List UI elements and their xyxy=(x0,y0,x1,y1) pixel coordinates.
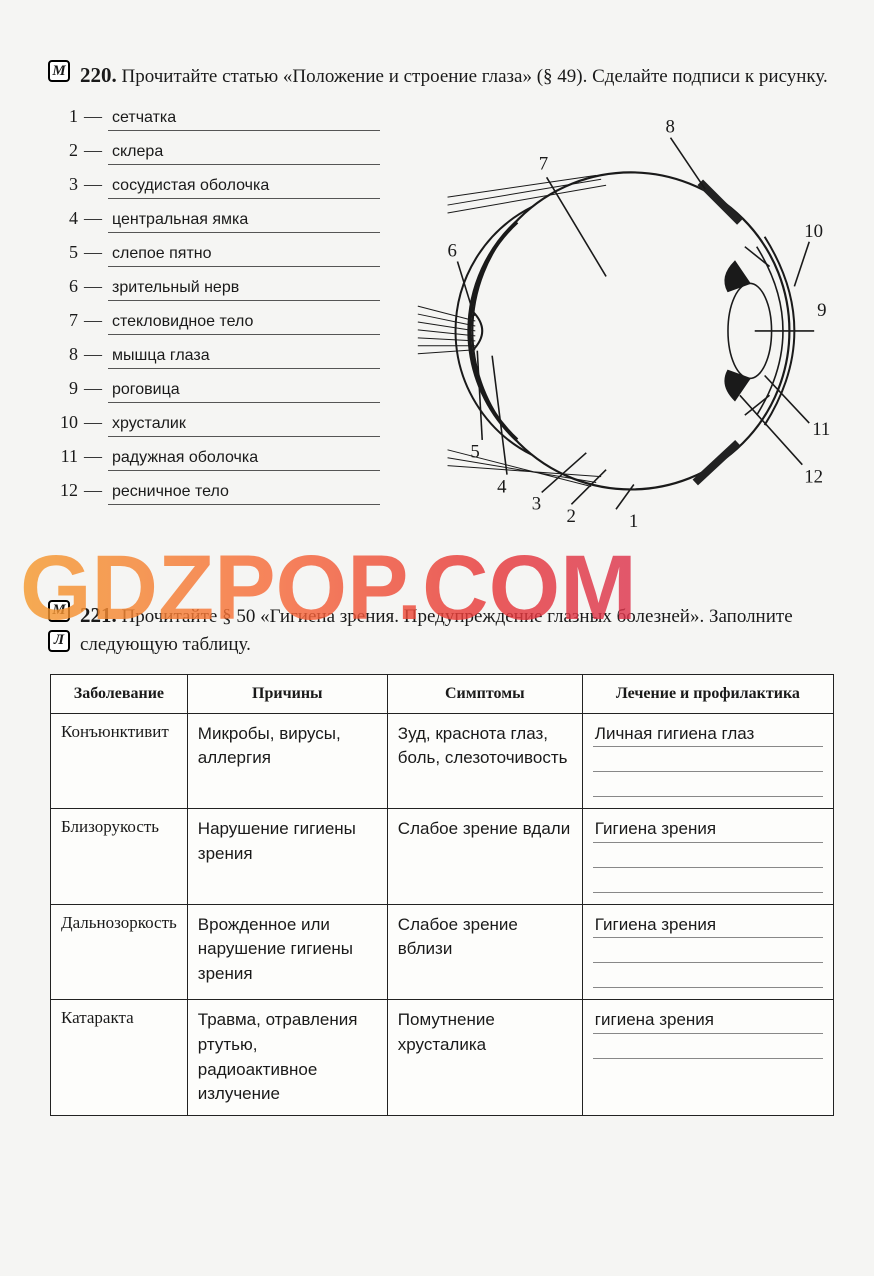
cell-disease: Дальнозоркость xyxy=(51,904,188,1000)
label-text: сосудистая оболочка xyxy=(108,177,380,199)
label-text: центральная ямка xyxy=(108,211,380,233)
list-item: 12—ресничное тело xyxy=(50,480,380,505)
svg-text:12: 12 xyxy=(804,466,823,487)
list-item: 6—зрительный нерв xyxy=(50,276,380,301)
svg-text:10: 10 xyxy=(804,220,823,241)
exercise-220: М 220. Прочитайте статью «Положение и ст… xyxy=(50,60,834,536)
label-text: сетчатка xyxy=(108,109,380,131)
label-text: хрусталик xyxy=(108,415,380,437)
exercise-number: 220. xyxy=(80,63,117,87)
eye-diagram-svg: 1 2 3 4 5 6 7 8 9 10 11 12 xyxy=(398,106,834,536)
exercise-number: 221. xyxy=(80,603,117,627)
table-row: Близорукость Нарушение гигиены зрения Сл… xyxy=(51,809,834,905)
th-disease: Заболевание xyxy=(51,674,188,713)
list-item: 2—склера xyxy=(50,140,380,165)
cell-symptom: Зуд, краснота глаз, боль, слезоточивость xyxy=(387,713,582,809)
label-text: зрительный нерв xyxy=(108,279,380,301)
table-row: Катаракта Травма, отравления ртутью, рад… xyxy=(51,1000,834,1116)
list-item: 1—сетчатка xyxy=(50,106,380,131)
svg-text:5: 5 xyxy=(470,441,479,462)
cell-treatment: гигиена зрения xyxy=(582,1000,833,1116)
exercise-220-header: 220. Прочитайте статью «Положение и стро… xyxy=(80,60,834,92)
label-text: ресничное тело xyxy=(108,483,380,505)
marker-icon: М xyxy=(48,600,70,622)
disease-table: Заболевание Причины Симптомы Лечение и п… xyxy=(50,674,834,1116)
svg-text:6: 6 xyxy=(448,240,457,261)
cell-treatment: Гигиена зрения xyxy=(582,904,833,1000)
svg-text:3: 3 xyxy=(532,493,541,514)
svg-text:1: 1 xyxy=(629,511,638,532)
list-item: 9—роговица xyxy=(50,378,380,403)
exercise-221-header: 221. Прочитайте § 50 «Гигиена зрения. Пр… xyxy=(80,600,834,660)
label-text: склера xyxy=(108,143,380,165)
list-item: 10—хрусталик xyxy=(50,412,380,437)
th-cause: Причины xyxy=(187,674,387,713)
table-row: Конъюнктивит Микробы, вирусы, аллергия З… xyxy=(51,713,834,809)
table-row: Дальнозоркость Врожденное или нарушение … xyxy=(51,904,834,1000)
list-item: 4—центральная ямка xyxy=(50,208,380,233)
exercise-text: Прочитайте статью «Положение и строение … xyxy=(122,66,828,87)
list-item: 3—сосудистая оболочка xyxy=(50,174,380,199)
list-item: 8—мышца глаза xyxy=(50,344,380,369)
label-text: радужная оболочка xyxy=(108,449,380,471)
cell-disease: Конъюнктивит xyxy=(51,713,188,809)
marker-icon: Л xyxy=(48,630,70,652)
th-symptom: Симптомы xyxy=(387,674,582,713)
cell-symptom: Помутнение хрусталика xyxy=(387,1000,582,1116)
marker-icon: М xyxy=(48,60,70,82)
exercise-221: М Л 221. Прочитайте § 50 «Гигиена зрения… xyxy=(50,600,834,1116)
svg-text:2: 2 xyxy=(566,506,575,527)
cell-symptom: Слабое зрение вдали xyxy=(387,809,582,905)
th-treatment: Лечение и профилактика xyxy=(582,674,833,713)
cell-cause: Травма, отравления ртутью, радиоактивное… xyxy=(187,1000,387,1116)
exercise-text: Прочитайте § 50 «Гигиена зрения. Предупр… xyxy=(80,606,793,656)
cell-cause: Микробы, вирусы, аллергия xyxy=(187,713,387,809)
eye-diagram: 1 2 3 4 5 6 7 8 9 10 11 12 xyxy=(398,106,834,536)
cell-treatment: Личная гигиена глаз xyxy=(582,713,833,809)
label-text: роговица xyxy=(108,381,380,403)
cell-disease: Близорукость xyxy=(51,809,188,905)
label-text: мышца глаза xyxy=(108,347,380,369)
list-item: 7—стекловидное тело xyxy=(50,310,380,335)
label-text: стекловидное тело xyxy=(108,313,380,335)
label-list: 1—сетчатка 2—склера 3—сосудистая оболочк… xyxy=(50,106,380,514)
cell-treatment: Гигиена зрения xyxy=(582,809,833,905)
cell-symptom: Слабое зрение вблизи xyxy=(387,904,582,1000)
cell-cause: Нарушение гигиены зрения xyxy=(187,809,387,905)
svg-text:8: 8 xyxy=(666,116,675,137)
label-text: слепое пятно xyxy=(108,245,380,267)
svg-text:4: 4 xyxy=(497,476,507,497)
cell-disease: Катаракта xyxy=(51,1000,188,1116)
list-item: 11—радужная оболочка xyxy=(50,446,380,471)
svg-text:7: 7 xyxy=(539,153,548,174)
svg-text:9: 9 xyxy=(817,300,826,321)
svg-text:11: 11 xyxy=(812,418,830,439)
cell-cause: Врожденное или нарушение гигиены зрения xyxy=(187,904,387,1000)
list-item: 5—слепое пятно xyxy=(50,242,380,267)
table-header-row: Заболевание Причины Симптомы Лечение и п… xyxy=(51,674,834,713)
